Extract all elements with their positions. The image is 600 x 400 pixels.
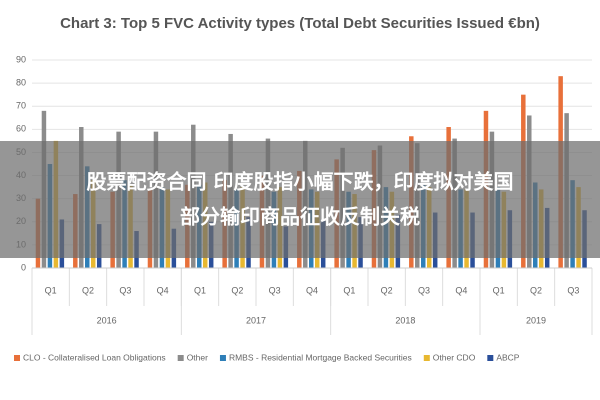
x-tick-label: Q1: [493, 285, 505, 295]
legend-swatch: [423, 355, 430, 361]
y-tick-label: 70: [16, 101, 26, 111]
overlay-banner: [0, 141, 600, 258]
x-tick-label: Q2: [381, 285, 393, 295]
x-tick-label: Q4: [455, 285, 467, 295]
legend-swatch: [177, 355, 184, 361]
x-tick-label: Q3: [119, 285, 131, 295]
x-tick-label: Q4: [306, 285, 318, 295]
legend-label: ABCP: [496, 352, 519, 362]
y-tick-label: 60: [16, 124, 26, 134]
x-tick-label: Q2: [231, 285, 243, 295]
y-tick-label: 0: [21, 262, 26, 272]
y-tick-label: 90: [16, 54, 26, 64]
group-label: 2017: [246, 315, 266, 325]
group-label: 2018: [395, 315, 415, 325]
x-tick-label: Q2: [82, 285, 94, 295]
legend-label: Other CDO: [433, 352, 476, 362]
legend-label: Other: [187, 352, 208, 362]
x-tick-label: Q3: [269, 285, 281, 295]
x-tick-label: Q4: [157, 285, 169, 295]
x-tick-label: Q3: [418, 285, 430, 295]
overlay-line: 股票配资合同 印度股指小幅下跌，印度拟对美国: [87, 170, 514, 194]
x-tick-label: Q3: [567, 285, 579, 295]
chart-title: Chart 3: Top 5 FVC Activity types (Total…: [60, 15, 540, 32]
legend-swatch: [219, 355, 226, 361]
x-tick-label: Q1: [45, 285, 57, 295]
legend-swatch: [14, 355, 20, 361]
x-tick-label: Q1: [343, 285, 355, 295]
legend-label: RMBS - Residential Mortgage Backed Secur…: [229, 352, 412, 362]
overlay-line: 部分输印商品征收反制关税: [180, 205, 420, 229]
x-tick-label: Q1: [194, 285, 206, 295]
y-tick-label: 80: [16, 77, 26, 87]
group-label: 2016: [97, 315, 117, 325]
legend-swatch: [487, 355, 494, 361]
legend-label: CLO - Collateralised Loan Obligations: [23, 352, 166, 362]
x-tick-label: Q2: [530, 285, 542, 295]
group-label: 2019: [526, 315, 546, 325]
